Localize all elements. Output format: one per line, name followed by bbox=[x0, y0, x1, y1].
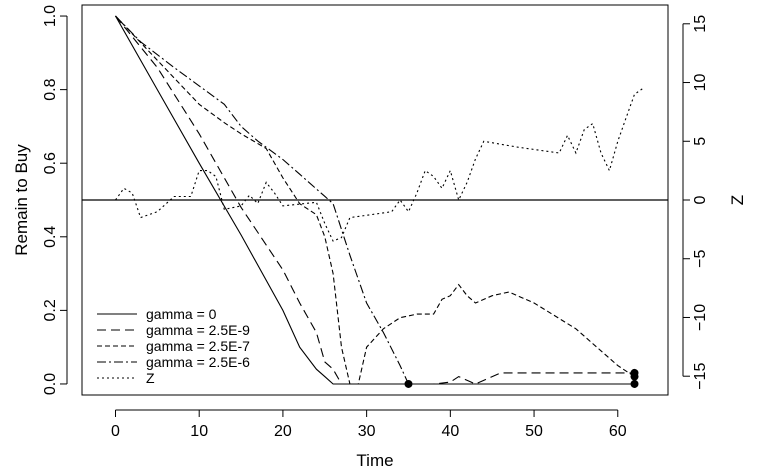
y2-tick-label: −5 bbox=[692, 250, 709, 268]
end-marker bbox=[630, 368, 639, 377]
y-tick-label: 0.8 bbox=[42, 78, 59, 100]
legend-label: gamma = 2.5E-7 bbox=[146, 338, 250, 354]
legend-label: Z bbox=[146, 370, 155, 386]
y2-axis-title: Z bbox=[728, 195, 747, 205]
y-tick-label: 0.2 bbox=[42, 299, 59, 321]
axis-layer: 0 10 20 30 40 50 60 0.0 0.2 0.4 0.6 0.8 1.0 −15 −10 −5 0… bbox=[42, 5, 709, 440]
y-tick-label: 1.0 bbox=[42, 5, 59, 27]
series-line-1 bbox=[115, 15, 635, 385]
series-layer bbox=[115, 15, 644, 385]
x-tick-label: 60 bbox=[609, 423, 627, 440]
x-tick-label: 40 bbox=[441, 423, 459, 440]
legend-label: gamma = 0 bbox=[146, 306, 217, 322]
y2-tick-label: 0 bbox=[692, 195, 709, 204]
y2-tick-label: 10 bbox=[692, 74, 709, 92]
x-tick-label: 10 bbox=[190, 423, 208, 440]
series-line-3 bbox=[115, 15, 635, 385]
x-tick-label: 50 bbox=[525, 423, 543, 440]
series-line-4 bbox=[115, 87, 644, 242]
y2-tick-label: −15 bbox=[692, 363, 709, 390]
marker-layer bbox=[404, 368, 639, 388]
x-tick-label: 20 bbox=[274, 423, 292, 440]
legend-label: gamma = 2.5E-6 bbox=[146, 354, 250, 370]
y-tick-label: 0.4 bbox=[42, 226, 59, 248]
series-line-0 bbox=[115, 15, 635, 385]
y2-tick-label: −10 bbox=[692, 304, 709, 331]
end-marker bbox=[630, 379, 639, 388]
x-axis-title: Time bbox=[356, 451, 393, 470]
y-axis-title: Remain to Buy bbox=[12, 144, 31, 256]
legend-label: gamma = 2.5E-9 bbox=[146, 322, 250, 338]
x-tick-label: 30 bbox=[358, 423, 376, 440]
y-tick-label: 0.0 bbox=[42, 373, 59, 395]
y2-tick-label: 5 bbox=[692, 137, 709, 146]
x-tick-label: 0 bbox=[111, 423, 120, 440]
end-marker bbox=[404, 379, 413, 388]
y-tick-label: 0.6 bbox=[42, 152, 59, 174]
y2-tick-label: 15 bbox=[692, 15, 709, 33]
